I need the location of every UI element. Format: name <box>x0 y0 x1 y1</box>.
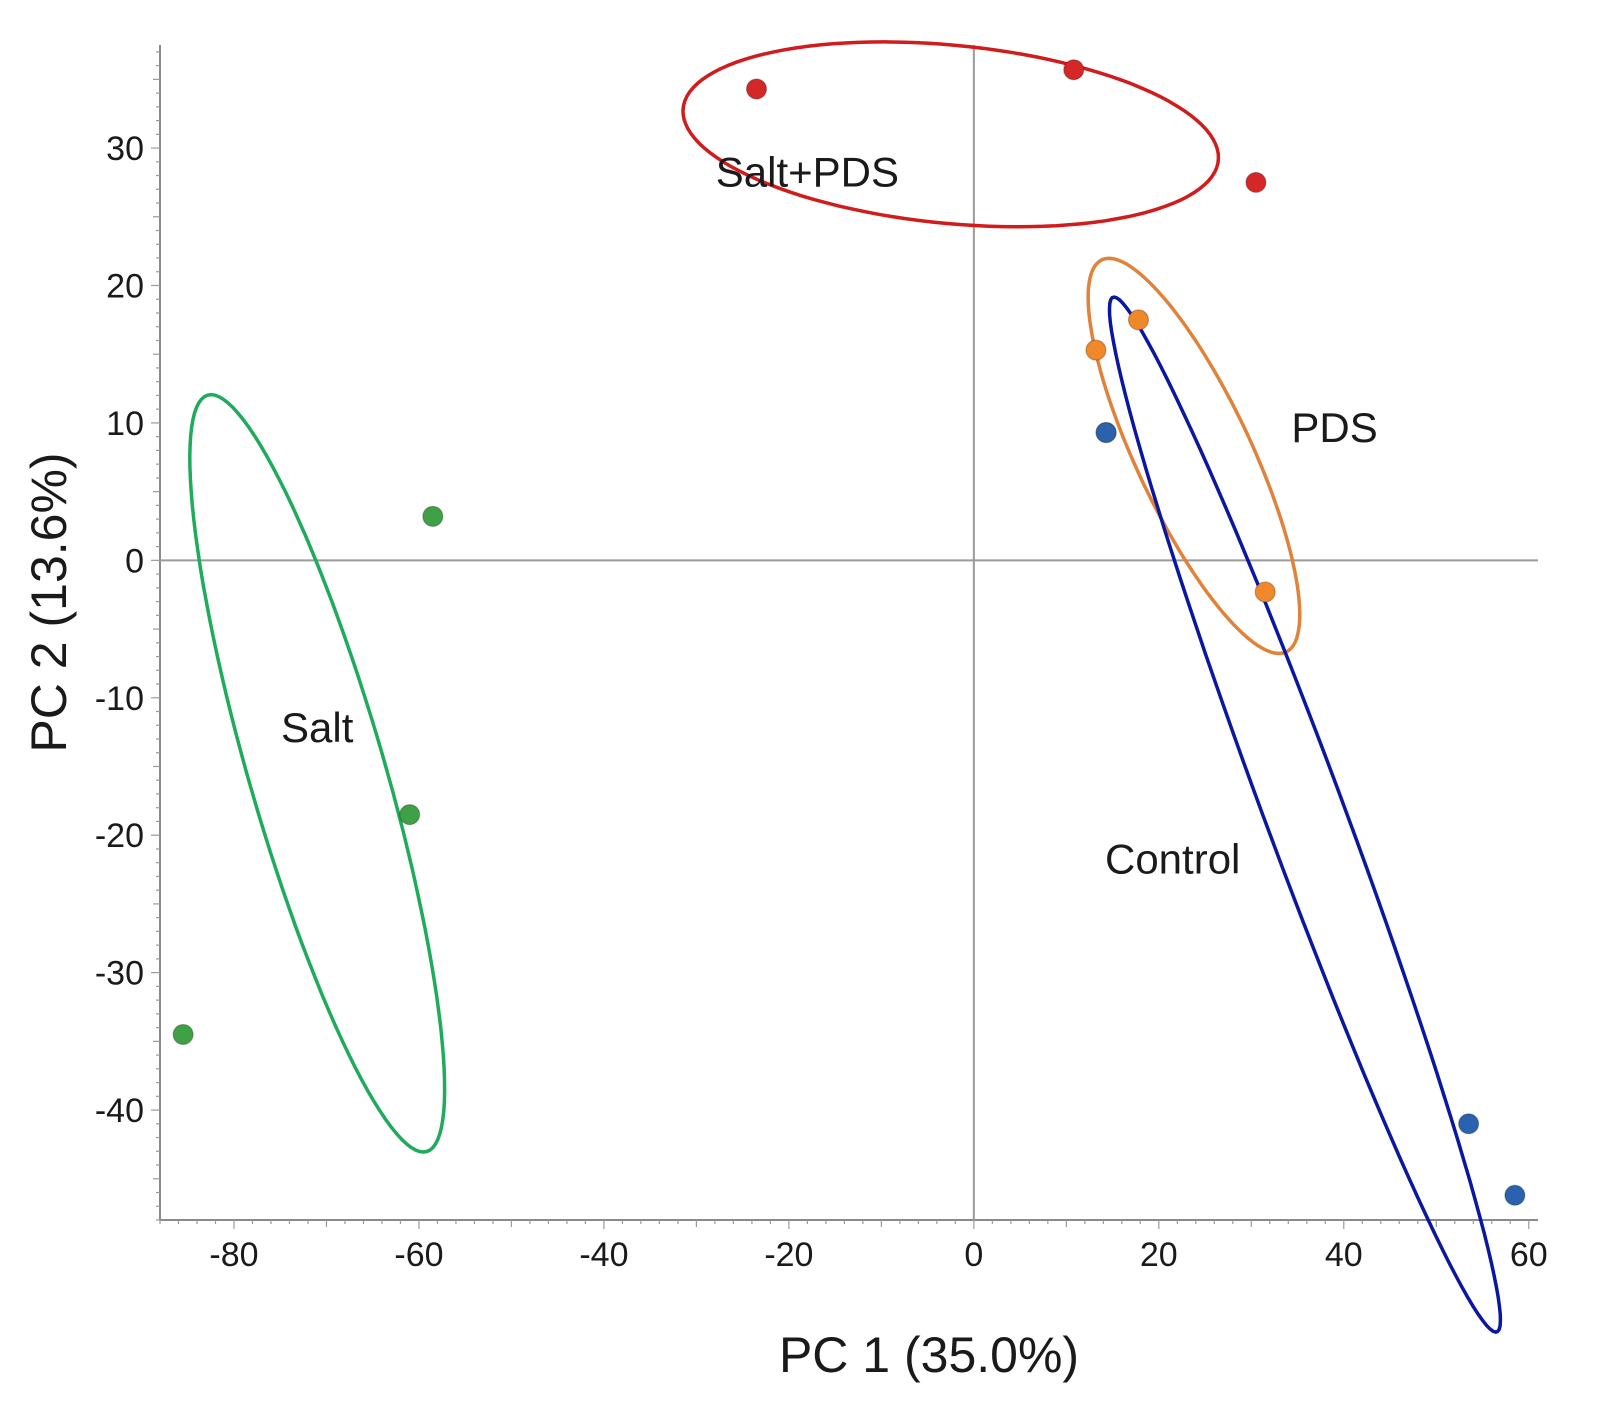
salt-pds-ellipse <box>681 40 1221 229</box>
y-tick-label: 30 <box>106 130 144 168</box>
x-axis-title: PC 1 (35.0%) <box>779 1327 1079 1383</box>
group-ellipses <box>188 40 1503 1334</box>
x-tick-label: 0 <box>964 1236 983 1274</box>
x-tick-label: 60 <box>1510 1236 1548 1274</box>
minor-ticks <box>151 51 1530 1229</box>
x-tick-label: -80 <box>209 1236 258 1274</box>
salt-point <box>172 1023 194 1046</box>
axes-frame <box>159 45 1538 1221</box>
y-tick-label: -20 <box>95 817 144 855</box>
x-tick-label: -20 <box>764 1236 813 1274</box>
x-tick-label: -40 <box>579 1236 628 1274</box>
group-labels: Salt+PDS PDS Control Salt <box>281 149 1378 883</box>
pds-point <box>1254 581 1276 603</box>
y-tick-label: -10 <box>95 680 144 718</box>
group-label-pds: PDS <box>1291 404 1377 451</box>
salt-pds-point <box>1063 59 1085 81</box>
group-label-salt: Salt <box>281 704 354 751</box>
control-point <box>1504 1184 1526 1206</box>
y-tick-label: 0 <box>125 542 144 580</box>
salt-ellipse <box>188 392 447 1154</box>
pds-point <box>1085 339 1107 361</box>
x-tick-label: 40 <box>1325 1236 1363 1274</box>
y-tick-label: -40 <box>95 1092 144 1130</box>
group-label-salt-pds: Salt+PDS <box>716 149 899 196</box>
zero-lines <box>160 45 1538 1220</box>
x-tick-label: -60 <box>394 1236 443 1274</box>
control-point <box>1095 421 1117 444</box>
x-tick-label: 20 <box>1140 1236 1178 1274</box>
data-points <box>172 59 1526 1206</box>
y-tick-label: 10 <box>106 405 144 443</box>
group-label-control: Control <box>1105 836 1240 883</box>
y-tick-label: 20 <box>106 267 144 305</box>
y-tick-label: -30 <box>95 955 144 993</box>
salt-point <box>422 505 444 527</box>
pds-ellipse <box>1086 256 1302 656</box>
salt-pds-point <box>1245 171 1267 194</box>
salt-pds-point <box>745 78 768 100</box>
y-axis-title: PC 2 (13.6%) <box>21 452 77 752</box>
salt-point <box>399 803 421 826</box>
tick-labels: -80 -60 -40 -20 0 20 40 60 -40 -30 -20 -10 0 10 20 30 <box>95 130 1548 1274</box>
control-ellipse <box>1107 295 1503 1334</box>
control-point <box>1458 1113 1480 1135</box>
pds-point <box>1127 309 1150 331</box>
